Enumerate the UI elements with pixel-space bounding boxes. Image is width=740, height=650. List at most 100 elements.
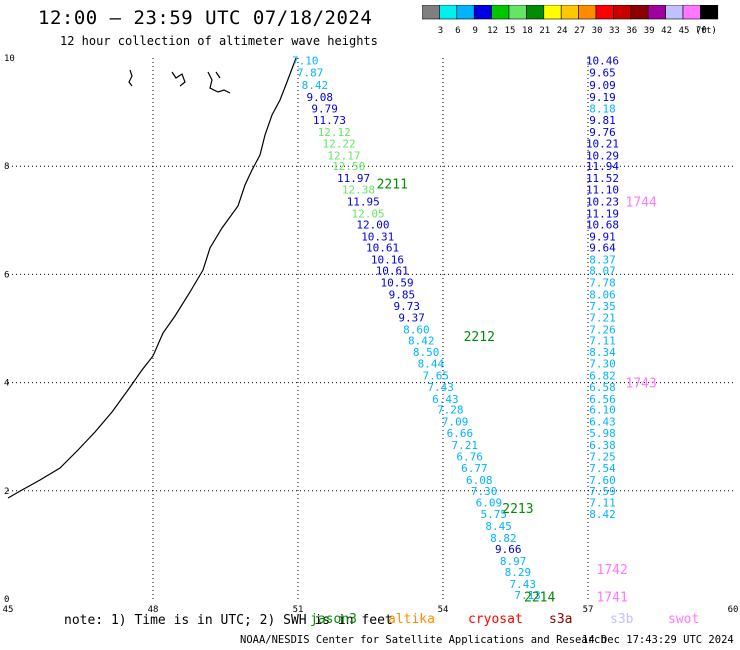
y-tick-label: 4 (4, 379, 9, 389)
wave-height-value: 9.73 (394, 300, 421, 313)
x-tick-label: 45 (3, 605, 14, 615)
wave-height-value: 8.82 (490, 532, 517, 545)
pass-number-label: 2213 (502, 502, 533, 517)
wave-height-value: 6.77 (461, 462, 488, 475)
scale-swatch (700, 5, 719, 20)
wave-height-value: 9.08 (307, 91, 334, 104)
scale-label: 6 (455, 26, 460, 35)
wave-height-value: 11.10 (586, 183, 619, 196)
color-scale-legend: 3 6 9 12 15 18 21 24 27 30 33 36 39 42 45 70(ft) (422, 5, 719, 35)
scale-label: 27 (574, 26, 585, 35)
wave-height-value: 6.58 (589, 381, 616, 394)
wave-height-value: 6.66 (447, 427, 474, 440)
track-s3b: 10.469.659.099.198.189.819.7610.2110.291… (586, 55, 619, 521)
wave-height-value: 7.13 (514, 589, 541, 602)
scale-label: 18 (522, 26, 533, 35)
wave-height-value: 7.43 (510, 578, 537, 591)
wave-height-value: 9.09 (589, 79, 616, 92)
scale-label: 21 (539, 26, 550, 35)
pass-number-label: 1742 (597, 563, 628, 578)
altimeter-tracks: 7.107.878.429.089.7911.7312.1212.2212.17… (292, 55, 619, 603)
wave-height-value: 10.61 (376, 265, 409, 278)
wave-height-value: 7.21 (452, 439, 479, 452)
wave-height-value: 6.38 (589, 439, 616, 452)
scale-label: 12 (487, 26, 498, 35)
wave-height-value: 9.81 (589, 114, 616, 127)
wave-height-value: 7.30 (471, 485, 498, 498)
wave-height-value: 8.06 (589, 288, 616, 301)
wave-height-value: 8.42 (408, 334, 435, 347)
scale-unit: (ft) (695, 26, 717, 35)
wave-height-value: 9.37 (398, 312, 425, 325)
wave-height-value: 8.97 (500, 555, 527, 568)
satellite-label-s3b: s3b (610, 612, 634, 627)
scale-label: 30 (592, 26, 603, 35)
wave-height-value: 7.10 (292, 55, 319, 68)
scale-label: 3 (438, 26, 443, 35)
wave-height-value: 9.85 (389, 288, 416, 301)
page-title: 12:00 – 23:59 UTC 07/18/2024 (38, 7, 373, 29)
wave-height-value: 8.45 (485, 520, 512, 533)
wave-height-value: 7.21 (589, 312, 616, 325)
wave-height-value: 7.35 (589, 300, 616, 313)
satellite-label-cryosat: cryosat (468, 612, 523, 627)
x-tick-label: 60 (728, 605, 739, 615)
wave-height-value: 12.38 (342, 183, 375, 196)
axis-ticks: 45 48 51 54 57 60 0 2 4 6 8 10 (3, 54, 739, 615)
wave-height-value: 10.68 (586, 219, 619, 232)
wave-height-value: 7.28 (437, 404, 464, 417)
wave-height-value: 7.78 (589, 277, 616, 290)
satellite-label-jason3: jason3 (310, 612, 357, 627)
wave-height-value: 6.10 (589, 404, 616, 417)
wave-height-value: 7.09 (442, 416, 469, 429)
wave-height-value: 7.59 (589, 485, 616, 498)
y-tick-label: 8 (4, 162, 9, 172)
satellite-label-s3a: s3a (549, 612, 573, 627)
scale-label: 24 (557, 26, 568, 35)
wave-height-value: 9.79 (311, 102, 338, 115)
wave-height-value: 7.60 (589, 474, 616, 487)
wave-height-value: 8.29 (505, 566, 532, 579)
wave-height-value: 9.65 (589, 67, 616, 80)
wave-height-value: 7.11 (589, 334, 616, 347)
pass-number-label: 1743 (626, 377, 657, 392)
wave-height-value: 7.25 (589, 451, 616, 464)
wave-height-value: 7.43 (427, 381, 454, 394)
x-tick-label: 51 (293, 605, 304, 615)
wave-height-value: 10.23 (586, 195, 619, 208)
wave-height-value: 6.43 (432, 393, 459, 406)
wave-height-value: 10.59 (381, 277, 414, 290)
wave-height-value: 6.56 (589, 393, 616, 406)
wave-height-value: 11.94 (586, 160, 619, 173)
wave-height-value: 6.43 (589, 416, 616, 429)
scale-label: 36 (626, 26, 637, 35)
wave-height-value: 9.91 (589, 231, 616, 244)
wave-height-value: 8.42 (302, 79, 329, 92)
scale-label: 9 (472, 26, 477, 35)
island-outline (128, 69, 231, 94)
wave-height-value: 10.31 (361, 231, 394, 244)
wave-height-value: 11.97 (337, 172, 370, 185)
pass-number-label: 1741 (597, 590, 628, 605)
wave-height-value: 12.17 (327, 149, 360, 162)
wave-height-value: 9.76 (589, 126, 616, 139)
x-tick-label: 54 (438, 605, 449, 615)
scale-label: 70 (696, 26, 707, 35)
wave-height-value: 6.08 (466, 474, 493, 487)
wave-height-value: 8.44 (418, 358, 445, 371)
scale-label: 33 (609, 26, 620, 35)
wave-height-value: 10.61 (366, 241, 399, 254)
track-jason3: 7.107.878.429.089.7911.7312.1212.2212.17… (292, 55, 541, 603)
wave-height-value: 7.54 (589, 462, 616, 475)
scale-label: 15 (505, 26, 516, 35)
pass-number-label: 2211 (377, 178, 408, 193)
pass-number-label: 2212 (464, 330, 495, 345)
wave-height-value: 8.34 (589, 346, 616, 359)
wave-height-value: 8.42 (589, 508, 616, 521)
wave-height-value: 10.46 (586, 55, 619, 68)
wave-height-value: 12.50 (332, 160, 365, 173)
wave-height-value: 8.18 (589, 102, 616, 115)
wave-height-value: 9.19 (589, 91, 616, 104)
wave-height-value: 11.52 (586, 172, 619, 185)
